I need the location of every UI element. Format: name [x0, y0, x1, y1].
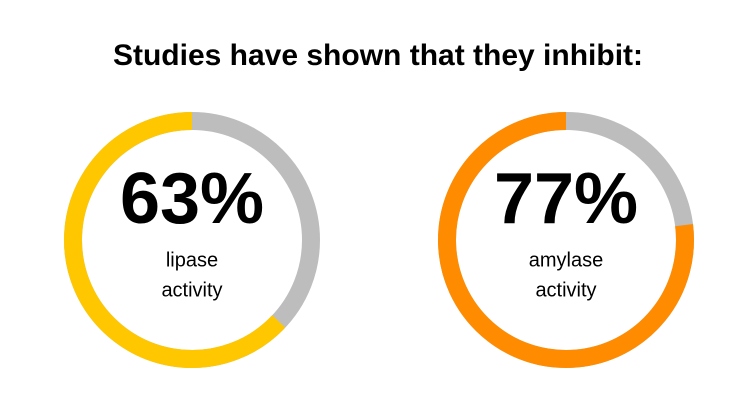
value-label: 77% — [494, 159, 638, 239]
gauge-arc — [438, 112, 694, 368]
gauge-label: lipase — [166, 249, 218, 271]
gauge-label: activity — [161, 279, 222, 301]
gauge-label: amylase — [529, 249, 603, 271]
gauge-arc — [64, 112, 286, 368]
title: Studies have shown that they inhibit: — [113, 39, 643, 72]
value-label: 63% — [120, 159, 264, 239]
gauge-label: activity — [535, 279, 596, 301]
